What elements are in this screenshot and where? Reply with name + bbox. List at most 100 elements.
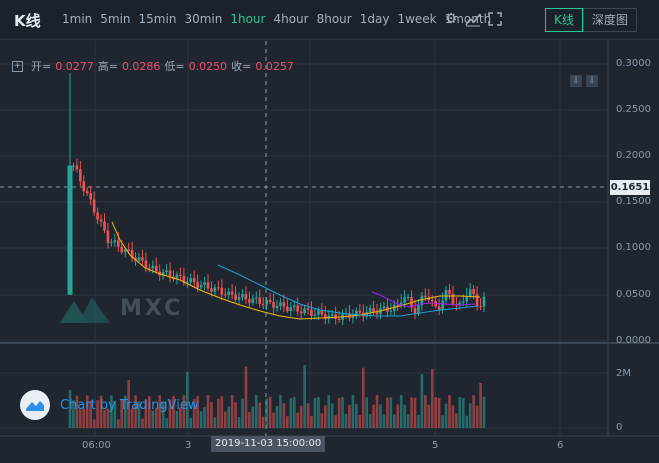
volume-bar — [399, 395, 403, 428]
interval-8hour[interactable]: 8hour — [316, 12, 352, 26]
candle-body — [372, 308, 375, 313]
time-tick: 3 — [185, 440, 192, 451]
mxc-logo-icon — [60, 297, 110, 323]
candle-body — [72, 165, 75, 167]
volume-bar — [72, 400, 75, 428]
interval-1day[interactable]: 1day — [359, 12, 390, 26]
indicator-icon[interactable] — [465, 11, 481, 27]
volume-bar — [206, 395, 210, 428]
candle-body — [265, 299, 268, 305]
interval-1min[interactable]: 1min — [62, 12, 93, 26]
candle-body — [144, 260, 148, 269]
volume-bar — [337, 397, 341, 428]
volume-bar — [482, 396, 486, 428]
volume-bar — [375, 395, 379, 428]
gear-icon[interactable]: ⚙ — [444, 11, 458, 27]
volume-bar — [82, 408, 86, 428]
volume-bar — [227, 406, 230, 428]
tradingview-branding[interactable]: Chart by TradingView — [20, 390, 198, 420]
close-label: 收= — [231, 60, 252, 73]
volume-bar — [103, 409, 106, 428]
interval-1week[interactable]: 1week — [397, 12, 437, 26]
volume-bar — [355, 403, 358, 428]
ohlc-legend: + 开= 0.0277 高= 0.0286 低= 0.0250 收= 0.0257 — [12, 58, 294, 74]
volume-bar — [382, 414, 386, 428]
depth-view-button[interactable]: 深度图 — [582, 8, 637, 32]
candle-body — [479, 306, 482, 308]
candle-body — [437, 306, 441, 310]
candle-body — [175, 274, 179, 280]
interval-1hour[interactable]: 1hour — [230, 12, 266, 26]
volume-bar — [68, 390, 72, 428]
volume-bar — [213, 417, 217, 428]
candle-body — [475, 294, 479, 307]
candle-body — [299, 311, 303, 314]
expand-icon[interactable]: + — [12, 60, 23, 72]
volume-bar — [348, 405, 351, 428]
candle-body — [103, 221, 106, 231]
volume-bar — [189, 417, 193, 428]
candle-body — [230, 291, 234, 295]
volume-bar — [430, 368, 434, 428]
volume-bar — [230, 395, 234, 428]
volume-bar — [248, 412, 251, 428]
candle-body — [117, 240, 120, 247]
interval-5min[interactable]: 5min — [100, 12, 131, 26]
crosshair-date-tag: 2019-11-03 15:00:00 — [211, 436, 326, 452]
chart-title: K线 — [14, 12, 41, 30]
time-tick: 06:00 — [82, 440, 111, 451]
volume-bar — [403, 404, 406, 428]
candle-body — [210, 288, 213, 292]
candle-body — [106, 230, 110, 243]
candle-body — [110, 242, 113, 244]
exchange-watermark: MXC — [60, 293, 183, 323]
volume-bar — [468, 403, 472, 428]
candle-body — [310, 309, 313, 316]
volume-bar — [330, 403, 334, 428]
volume-tick: 2M — [616, 368, 631, 379]
arrow-down-icon[interactable]: ⇩ — [570, 75, 582, 87]
volume-bar — [344, 413, 348, 428]
candle-body — [120, 246, 124, 253]
candle-body — [161, 272, 165, 276]
open-value: 0.0277 — [55, 59, 94, 73]
fullscreen-icon[interactable] — [487, 11, 503, 27]
candle-body — [248, 299, 251, 303]
volume-bar — [268, 396, 272, 428]
volume-bar — [406, 414, 410, 428]
ma-line-purple — [371, 291, 476, 308]
candle-body — [137, 257, 141, 261]
volume-bar — [417, 414, 420, 428]
candle-body — [389, 310, 393, 312]
arrow-down-icon[interactable]: ⇩ — [586, 75, 598, 87]
volume-bar — [286, 416, 289, 428]
candle-body — [67, 165, 73, 295]
kline-view-button[interactable]: K线 — [545, 8, 583, 32]
interval-4hour[interactable]: 4hour — [273, 12, 309, 26]
candle-body — [75, 165, 79, 170]
volume-bar — [341, 397, 344, 428]
candle-body — [399, 302, 403, 306]
volume-bar — [141, 418, 144, 428]
candle-body — [292, 305, 296, 308]
candle-body — [255, 297, 258, 299]
candle-body — [268, 299, 272, 302]
candle-body — [199, 284, 203, 288]
candle-body — [196, 282, 199, 288]
interval-15min[interactable]: 15min — [138, 12, 177, 26]
volume-bar — [386, 397, 389, 428]
candle-body — [89, 193, 92, 200]
volume-bar — [351, 395, 355, 428]
volume-bar — [462, 398, 465, 428]
volume-bar — [479, 382, 482, 428]
volume-bar — [372, 404, 375, 428]
candle-body — [296, 305, 299, 312]
candle-body — [85, 191, 89, 194]
volume-bar — [175, 410, 179, 428]
volume-bar — [365, 397, 368, 428]
volume-bar — [451, 405, 455, 428]
volume-bar — [265, 398, 268, 428]
interval-30min[interactable]: 30min — [184, 12, 223, 26]
volume-bar — [110, 395, 113, 428]
